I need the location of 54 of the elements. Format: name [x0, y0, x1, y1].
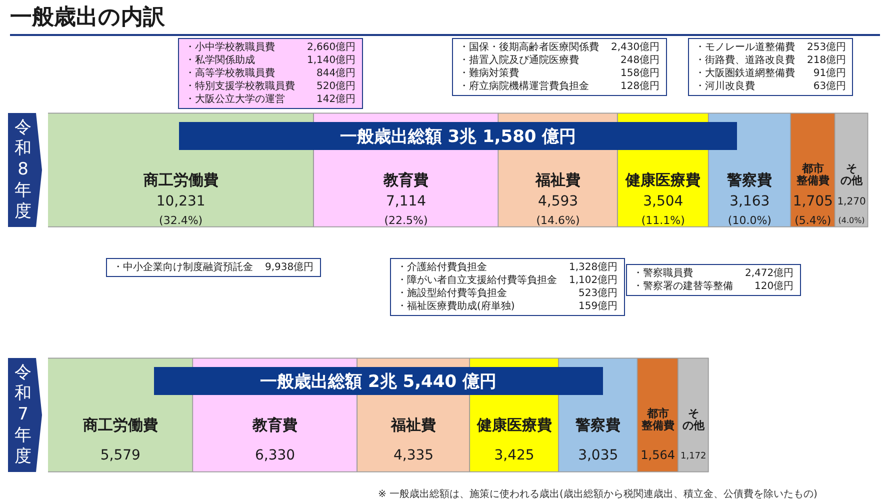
y-tick-label: 令和7年度 [14, 362, 32, 466]
series-label: 都市整備費 [640, 406, 674, 432]
data-label: 4,335 [393, 448, 434, 464]
data-label: 10,231 (32.4%) [156, 194, 206, 227]
text: 都市整備費 [796, 162, 830, 187]
data-label: 3,035 [578, 448, 618, 464]
text: ・国保・後期高齢者医療関係費 2,430億円 [459, 42, 660, 53]
data-label: 7,114 (22.5%) [384, 194, 428, 227]
series-label: 商工労働費 [82, 416, 158, 434]
data-label: 3,504 (11.1%) [641, 194, 685, 227]
text: ・障がい者自立支援給付費等負担金 1,102億円 [397, 275, 618, 286]
total-banner: 一般歳出総額 2兆 5,440 億円 [154, 367, 603, 395]
series-label: 福祉費 [390, 416, 436, 434]
data-label: 5,579 [100, 448, 140, 464]
text: 商工労働費 [143, 170, 218, 189]
text: ・特別支援学校教職員費 520億円 [185, 81, 356, 92]
text: ・難病対策費 158億円 [459, 68, 660, 79]
data-label: 1,172 [680, 451, 706, 462]
text: ・警察職員費 2,472億円 [633, 268, 794, 279]
text: ・高等学校教職員費 844億円 [185, 68, 356, 79]
text: ・私学関係助成 1,140億円 [185, 55, 356, 66]
y-tick-label: 令和8年度 [14, 117, 32, 222]
series-label: 警察費 [574, 416, 621, 434]
data-label: 1,270 (4.0%) [837, 196, 866, 226]
text: ・福祉医療費助成(府単独) 159億円 [397, 301, 618, 312]
data-label: 3,163 (10.0%) [728, 194, 772, 227]
text: ・中小企業向け制度融資預託金 9,938億円 [113, 262, 314, 273]
total-banner: 一般歳出総額 3兆 1,580 億円 [179, 122, 737, 150]
annotation: ※ 一般歳出総額は、施策に使われる歳出(歳出総額から税関連歳出、積立金、公債費を除いたもの) [378, 488, 818, 501]
text: ・小中学校教職員費 2,660億円 [185, 42, 356, 53]
text: ・措置入院及び通院医療費 248億円 [459, 55, 660, 66]
series-label: その他 [682, 406, 706, 432]
text: ・大阪公立大学の運営 142億円 [185, 94, 356, 105]
text: 福祉費 [536, 170, 581, 189]
text: 教育費 [384, 170, 429, 189]
data-label: 1,705 (5.4%) [792, 194, 833, 227]
text: ・モノレール道整備費 253億円 [695, 42, 846, 53]
text: ・大阪圏鉄道網整備費 91億円 [695, 68, 846, 79]
text: その他 [840, 162, 863, 187]
text: ・施設型給付費等負担金 523億円 [397, 288, 618, 299]
text: ・河川改良費 63億円 [695, 81, 846, 92]
chart-title: 一般歳出の内訳 [10, 2, 880, 36]
text: 警察費 [727, 170, 772, 189]
text: ・府立病院機構運営費負担金 128億円 [459, 81, 660, 92]
series-label: 教育費 [252, 416, 298, 434]
text: ・街路費、道路改良費 218億円 [695, 55, 846, 66]
text: 健康医療費 [626, 170, 701, 189]
series-label: 健康医療費 [476, 416, 552, 434]
text: ・警察署の建替等整備 120億円 [633, 281, 794, 292]
data-label: 4,593 (14.6%) [536, 194, 580, 227]
data-label: 3,425 [494, 448, 534, 464]
data-label: 1,564 [640, 448, 676, 462]
text: ・介護給付費負担金 1,328億円 [397, 262, 618, 273]
data-label: 6,330 [255, 448, 296, 464]
